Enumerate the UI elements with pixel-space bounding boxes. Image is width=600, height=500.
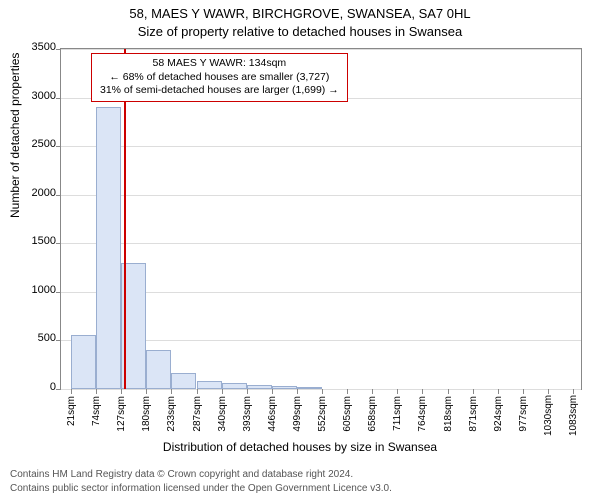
- xtick-mark: [347, 389, 348, 394]
- xtick-label: 287sqm: [192, 396, 203, 436]
- gridline: [61, 49, 581, 50]
- footer-line2: Contains public sector information licen…: [10, 483, 392, 494]
- title-subtitle: Size of property relative to detached ho…: [0, 24, 600, 39]
- xtick-label: 871sqm: [468, 396, 479, 436]
- xtick-label: 1083sqm: [568, 396, 579, 436]
- histogram-bar: [71, 335, 96, 389]
- xtick-mark: [96, 389, 97, 394]
- xtick-label: 764sqm: [417, 396, 428, 436]
- ytick-label: 3000: [6, 90, 56, 102]
- footer-line1: Contains HM Land Registry data © Crown c…: [10, 469, 353, 480]
- histogram-bar: [272, 386, 297, 389]
- ytick-label: 500: [6, 332, 56, 344]
- plot-area: 58 MAES Y WAWR: 134sqm← 68% of detached …: [60, 48, 582, 390]
- xtick-mark: [197, 389, 198, 394]
- histogram-bar: [96, 107, 121, 389]
- xtick-mark: [121, 389, 122, 394]
- xtick-label: 711sqm: [392, 396, 403, 436]
- xtick-mark: [372, 389, 373, 394]
- histogram-bar: [171, 373, 196, 390]
- xtick-mark: [71, 389, 72, 394]
- xtick-label: 21sqm: [66, 396, 77, 436]
- ytick-mark: [56, 98, 61, 99]
- xtick-mark: [222, 389, 223, 394]
- xtick-mark: [247, 389, 248, 394]
- xtick-mark: [448, 389, 449, 394]
- xtick-label: 924sqm: [493, 396, 504, 436]
- histogram-bar: [146, 350, 171, 389]
- histogram-bar: [247, 385, 272, 389]
- histogram-bar: [297, 387, 322, 389]
- xtick-mark: [498, 389, 499, 394]
- xtick-label: 393sqm: [242, 396, 253, 436]
- annotation-line1: 58 MAES Y WAWR: 134sqm: [100, 57, 339, 71]
- xtick-label: 658sqm: [367, 396, 378, 436]
- xtick-label: 605sqm: [342, 396, 353, 436]
- annotation-box: 58 MAES Y WAWR: 134sqm← 68% of detached …: [91, 53, 348, 102]
- ytick-label: 3500: [6, 41, 56, 53]
- ytick-mark: [56, 389, 61, 390]
- xtick-mark: [171, 389, 172, 394]
- xtick-mark: [573, 389, 574, 394]
- xtick-label: 977sqm: [518, 396, 529, 436]
- annotation-line3: 31% of semi-detached houses are larger (…: [100, 84, 339, 98]
- ytick-label: 2000: [6, 187, 56, 199]
- xtick-label: 818sqm: [443, 396, 454, 436]
- xtick-mark: [548, 389, 549, 394]
- xtick-label: 446sqm: [267, 396, 278, 436]
- xtick-label: 1030sqm: [543, 396, 554, 436]
- title-address: 58, MAES Y WAWR, BIRCHGROVE, SWANSEA, SA…: [0, 6, 600, 21]
- xtick-label: 340sqm: [217, 396, 228, 436]
- ytick-mark: [56, 243, 61, 244]
- xtick-label: 180sqm: [141, 396, 152, 436]
- xtick-label: 499sqm: [292, 396, 303, 436]
- ytick-label: 2500: [6, 138, 56, 150]
- ytick-mark: [56, 340, 61, 341]
- gridline: [61, 146, 581, 147]
- xtick-mark: [473, 389, 474, 394]
- gridline: [61, 195, 581, 196]
- xtick-label: 552sqm: [317, 396, 328, 436]
- histogram-bar: [197, 381, 222, 389]
- xtick-mark: [523, 389, 524, 394]
- ytick-mark: [56, 195, 61, 196]
- xtick-mark: [397, 389, 398, 394]
- ytick-label: 0: [6, 381, 56, 393]
- xtick-mark: [422, 389, 423, 394]
- ytick-mark: [56, 292, 61, 293]
- xtick-label: 127sqm: [116, 396, 127, 436]
- x-axis-label: Distribution of detached houses by size …: [0, 440, 600, 454]
- ytick-label: 1000: [6, 284, 56, 296]
- chart-container: 58, MAES Y WAWR, BIRCHGROVE, SWANSEA, SA…: [0, 0, 600, 500]
- xtick-label: 74sqm: [91, 396, 102, 436]
- annotation-line2: ← 68% of detached houses are smaller (3,…: [100, 71, 339, 85]
- xtick-mark: [146, 389, 147, 394]
- ytick-label: 1500: [6, 235, 56, 247]
- xtick-mark: [272, 389, 273, 394]
- ytick-mark: [56, 49, 61, 50]
- xtick-label: 233sqm: [166, 396, 177, 436]
- ytick-mark: [56, 146, 61, 147]
- xtick-mark: [322, 389, 323, 394]
- histogram-bar: [222, 383, 247, 389]
- xtick-mark: [297, 389, 298, 394]
- gridline: [61, 243, 581, 244]
